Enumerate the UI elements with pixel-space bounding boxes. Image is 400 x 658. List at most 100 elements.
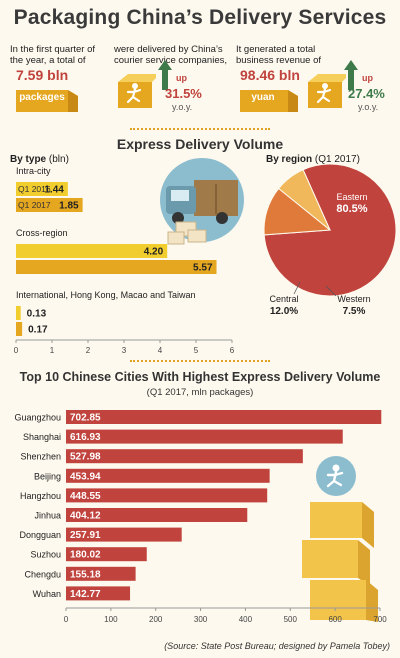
x-tick-label: 500 [284, 615, 298, 624]
bar-value-label: 4.20 [144, 247, 164, 258]
city-bar [66, 547, 147, 562]
divider [130, 128, 270, 130]
stat1-unit: packages [19, 92, 65, 103]
city-value-label: 702.85 [70, 413, 101, 424]
city-bar [66, 566, 136, 581]
x-tick-label: 0 [14, 346, 19, 355]
by-type-heading: By type (bln) [10, 154, 69, 165]
x-tick-label: 200 [149, 615, 163, 624]
stat3-up: up [362, 73, 373, 83]
bar-q1-2016 [16, 182, 68, 196]
bar-value-label: 1.85 [59, 201, 79, 212]
stat3-unit: yuan [251, 92, 275, 103]
x-tick-label: 400 [239, 615, 253, 624]
city-label: Suzhou [30, 550, 61, 560]
bar-value-label: 0.17 [28, 325, 48, 336]
x-tick-label: 4 [158, 346, 163, 355]
bar-q1-2017 [16, 198, 83, 212]
city-value-label: 453.94 [70, 471, 101, 482]
by-region-label: By region [266, 154, 313, 165]
x-tick-label: 2 [86, 346, 91, 355]
city-label: Wuhan [33, 589, 61, 599]
x-tick-label: 1 [50, 346, 55, 355]
city-bar [66, 527, 182, 542]
city-value-label: 616.93 [70, 432, 101, 443]
city-label: Hangzhou [20, 491, 61, 501]
pie-label: Western [337, 294, 370, 304]
cities-subtitle: (Q1 2017, mln packages) [146, 387, 254, 398]
running-man-icon [308, 74, 346, 108]
source-note: (Source: State Post Bureau; designed by … [164, 641, 390, 651]
cities-title: Top 10 Chinese Cities With Highest Expre… [19, 370, 381, 384]
stat3-text1: It generated a total [236, 44, 316, 55]
bar-value-label: 0.13 [27, 309, 47, 320]
cities-bar-chart: Guangzhou 702.85 Shanghai 616.93 Shenzhen 527… [14, 410, 387, 624]
city-label: Beijing [34, 471, 61, 481]
stat1-value: 7.59 bln [16, 67, 69, 83]
leader-line [325, 285, 337, 297]
leader-line [293, 281, 301, 295]
by-type-label: By type [10, 154, 47, 165]
stat3-text2: business revenue of [236, 55, 322, 66]
by-type-unit: (bln) [48, 154, 69, 165]
divider [130, 360, 270, 362]
package-box-icon [16, 90, 78, 112]
city-label: Jinhua [34, 511, 61, 521]
stat3-yoy: y.o.y. [358, 102, 379, 112]
legend-label: Q1 2017 [18, 200, 51, 210]
bar-value-label: 1.44 [44, 185, 64, 196]
city-value-label: 155.18 [70, 569, 101, 580]
x-tick-label: 5 [194, 346, 199, 355]
city-label: Shanghai [23, 432, 61, 442]
stat3-value: 98.46 bln [240, 67, 300, 83]
delivery-truck-icon [160, 158, 244, 245]
city-value-label: 257.91 [70, 530, 101, 541]
bar-q1-2017 [16, 322, 23, 336]
city-bar [66, 410, 382, 424]
city-value-label: 527.98 [70, 452, 101, 463]
city-value-label: 142.77 [70, 589, 101, 600]
pie-value-label: 12.0% [270, 306, 298, 317]
bar-q1-2017 [16, 260, 217, 274]
category-label: Cross-region [16, 228, 68, 238]
stat2-yoy: y.o.y. [172, 102, 193, 112]
stat2-text2: courier service companies, [114, 55, 227, 66]
x-tick-label: 100 [104, 615, 118, 624]
by-region-unit: (Q1 2017) [314, 154, 360, 165]
bar-q1-2016 [16, 244, 168, 258]
x-tick-label: 600 [328, 615, 342, 624]
city-value-label: 404.12 [70, 511, 101, 522]
city-value-label: 448.55 [70, 491, 101, 502]
city-label: Chengdu [24, 569, 61, 579]
up-arrow-icon [158, 60, 172, 90]
stat1-text1: In the first quarter of [10, 44, 96, 55]
bar-value-label: 5.57 [193, 263, 213, 274]
bar-q1-2016 [16, 306, 21, 320]
city-label: Dongguan [19, 530, 61, 540]
legend-label: Q1 2016 [18, 184, 51, 194]
page-title: Packaging China’s Delivery Services [13, 6, 387, 29]
stat2-text1: were delivered by China’s [114, 44, 223, 55]
city-bar [66, 488, 268, 503]
pie-value-label: 7.5% [343, 306, 366, 317]
city-label: Shenzhen [20, 452, 61, 462]
city-bar [66, 508, 248, 522]
pie-slice-western [277, 169, 331, 231]
pie-value-label: 80.5% [336, 203, 367, 215]
category-label: Intra-city [16, 166, 51, 176]
stacked-boxes-icon [302, 456, 378, 622]
x-tick-label: 6 [230, 346, 235, 355]
category-label: International, Hong Kong, Macao and Taiw… [16, 290, 195, 300]
city-label: Guangzhou [14, 413, 61, 423]
running-man-icon [118, 74, 156, 108]
x-tick-label: 300 [194, 615, 208, 624]
x-tick-label: 700 [373, 615, 387, 624]
stat3-pct: 27.4% [348, 86, 385, 101]
city-bar [66, 429, 343, 444]
city-bar [66, 586, 131, 601]
x-tick-label: 0 [64, 615, 69, 624]
by-region-heading: By region (Q1 2017) [266, 154, 360, 165]
stat2-up: up [176, 73, 187, 83]
